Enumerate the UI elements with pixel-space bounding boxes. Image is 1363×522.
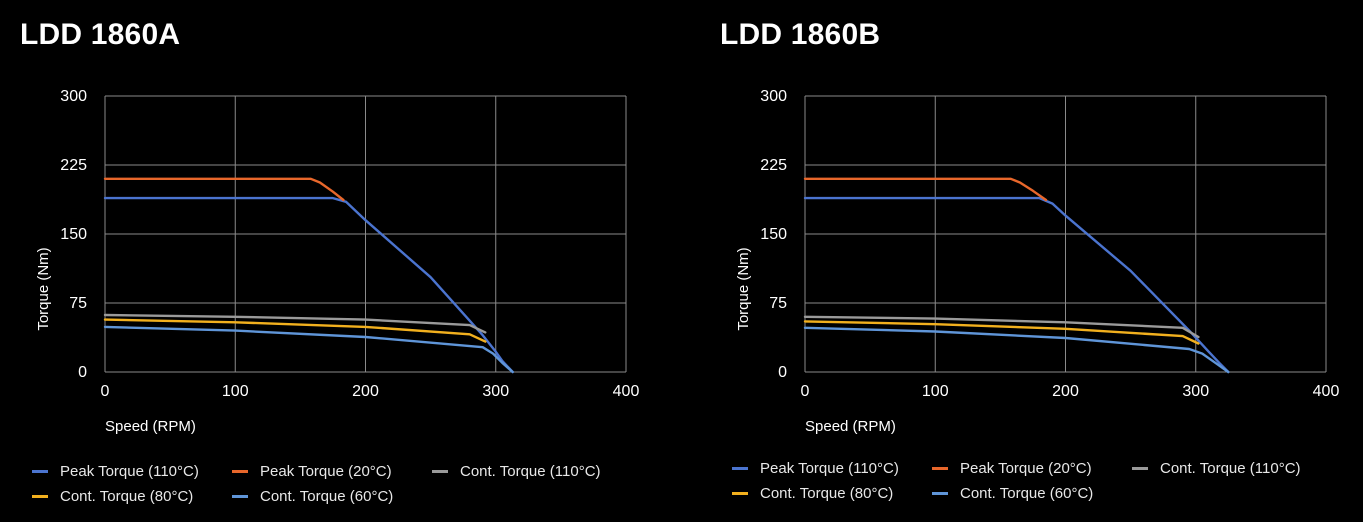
y-axis-label: Torque (Nm) — [735, 247, 752, 330]
x-tick-label: 0 — [801, 383, 810, 400]
series-line — [103, 177, 345, 202]
legend-label: Peak Torque (110°C) — [60, 463, 199, 480]
x-tick-label: 400 — [1313, 383, 1340, 400]
legend-item: Peak Torque (20°C) — [932, 460, 1132, 477]
x-tick-label: 400 — [613, 383, 640, 400]
grid — [104, 95, 627, 373]
legend-item: Cont. Torque (60°C) — [932, 485, 1132, 502]
legend-label: Cont. Torque (60°C) — [960, 485, 1094, 502]
legend-label: Cont. Torque (80°C) — [60, 488, 194, 505]
y-tick-label: 0 — [78, 364, 87, 381]
chart-panel-b: LDD 1860B 300 225 150 75 0 0 100 200 300 400 Speed… — [700, 0, 1363, 522]
grid — [804, 95, 1327, 373]
legend: Peak Torque (110°C) Peak Torque (20°C) C… — [732, 460, 1363, 502]
y-tick-label: 225 — [60, 157, 87, 174]
legend-swatch — [932, 492, 948, 495]
y-axis-label: Torque (Nm) — [35, 247, 52, 330]
series-line — [803, 320, 1200, 345]
legend-swatch — [432, 470, 448, 473]
legend-label: Cont. Torque (80°C) — [760, 485, 894, 502]
x-tick-label: 200 — [352, 383, 379, 400]
y-tick-label: 75 — [769, 295, 787, 312]
legend-swatch — [232, 495, 248, 498]
legend-item: Peak Torque (20°C) — [232, 463, 432, 480]
legend-item: Cont. Torque (110°C) — [1132, 460, 1332, 477]
legend-swatch — [232, 470, 248, 473]
x-tick-label: 200 — [1052, 383, 1079, 400]
series-line — [103, 318, 487, 343]
x-axis-label: Speed (RPM) — [805, 418, 896, 435]
legend-label: Peak Torque (20°C) — [260, 463, 392, 480]
x-tick-label: 100 — [922, 383, 949, 400]
y-tick-label: 300 — [760, 88, 787, 105]
legend-item: Cont. Torque (60°C) — [232, 488, 432, 505]
legend-item: Peak Torque (110°C) — [732, 460, 932, 477]
series-line — [803, 315, 1200, 339]
x-tick-label: 300 — [482, 383, 509, 400]
chart-panel-a: LDD 1860A 300 225 150 75 0 0 100 200 300 400 Speed… — [0, 0, 681, 522]
y-tick-label: 75 — [69, 295, 87, 312]
legend-label: Cont. Torque (60°C) — [260, 488, 394, 505]
series-line — [103, 325, 514, 374]
legend-swatch — [932, 467, 948, 470]
y-tick-label: 300 — [60, 88, 87, 105]
y-tick-label: 150 — [760, 226, 787, 243]
y-tick-label: 0 — [778, 364, 787, 381]
legend-item: Cont. Torque (110°C) — [432, 463, 632, 480]
x-axis-label: Speed (RPM) — [105, 418, 196, 435]
torque-speed-chart: 300 225 150 75 00 100 200 300 400 Speed (RPM) Torq… — [735, 88, 1340, 435]
legend-swatch — [32, 495, 48, 498]
series-line — [103, 313, 487, 334]
legend-swatch — [732, 467, 748, 470]
legend-label: Cont. Torque (110°C) — [460, 463, 601, 480]
legend-label: Peak Torque (20°C) — [960, 460, 1092, 477]
legend: Peak Torque (110°C) Peak Torque (20°C) C… — [32, 463, 672, 505]
legend-swatch — [32, 470, 48, 473]
chart-title: LDD 1860B — [720, 18, 881, 51]
legend-item: Cont. Torque (80°C) — [732, 485, 932, 502]
series-line — [103, 196, 514, 374]
legend-item: Peak Torque (110°C) — [32, 463, 232, 480]
legend-swatch — [732, 492, 748, 495]
y-tick-label: 150 — [60, 226, 87, 243]
x-tick-label: 100 — [222, 383, 249, 400]
x-tick-label: 300 — [1182, 383, 1209, 400]
chart-title: LDD 1860A — [20, 18, 181, 51]
legend-label: Peak Torque (110°C) — [760, 460, 899, 477]
torque-speed-chart: 300 225 150 75 00 100 200 300 400 Speed (RPM) Torq… — [35, 88, 640, 435]
legend-item: Cont. Torque (80°C) — [32, 488, 232, 505]
legend-label: Cont. Torque (110°C) — [1160, 460, 1301, 477]
series-line — [803, 177, 1048, 202]
x-tick-label: 0 — [101, 383, 110, 400]
series-line — [803, 326, 1230, 374]
legend-swatch — [1132, 467, 1148, 470]
y-tick-label: 225 — [760, 157, 787, 174]
